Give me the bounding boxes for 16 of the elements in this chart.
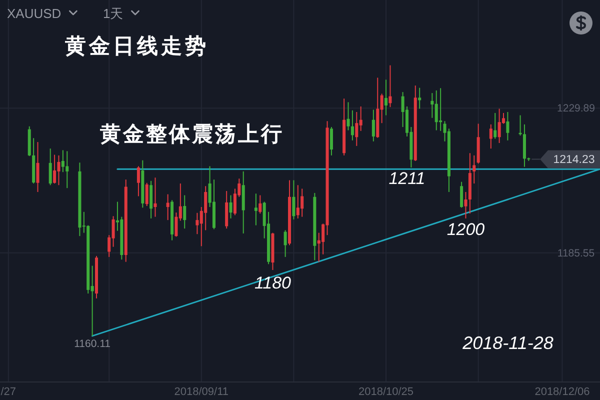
x-tick-label: 2018/12/06 bbox=[534, 386, 590, 398]
annotation: 1211 bbox=[388, 169, 426, 188]
x-tick-label: /27 bbox=[0, 386, 16, 398]
annotation: 1180 bbox=[254, 274, 292, 293]
x-tick-label: 2018/10/25 bbox=[358, 386, 414, 398]
x-tick-label: 2018/09/11 bbox=[174, 386, 229, 398]
annotation: 1160.11 bbox=[74, 338, 111, 350]
annotation: 1天 bbox=[103, 6, 124, 21]
annotation: 1200 bbox=[446, 220, 486, 240]
y-tick-label: 1185.55 bbox=[557, 247, 595, 260]
annotation: 2018-11-28 bbox=[462, 333, 554, 353]
text: 黄金日线走势 bbox=[64, 33, 209, 58]
y-tick-label: 1229.89 bbox=[557, 102, 596, 115]
annotation: XAUUSD bbox=[7, 6, 62, 21]
text: 黄金整体震荡上行 bbox=[99, 121, 284, 146]
annotation: 1214.23 bbox=[553, 154, 595, 166]
